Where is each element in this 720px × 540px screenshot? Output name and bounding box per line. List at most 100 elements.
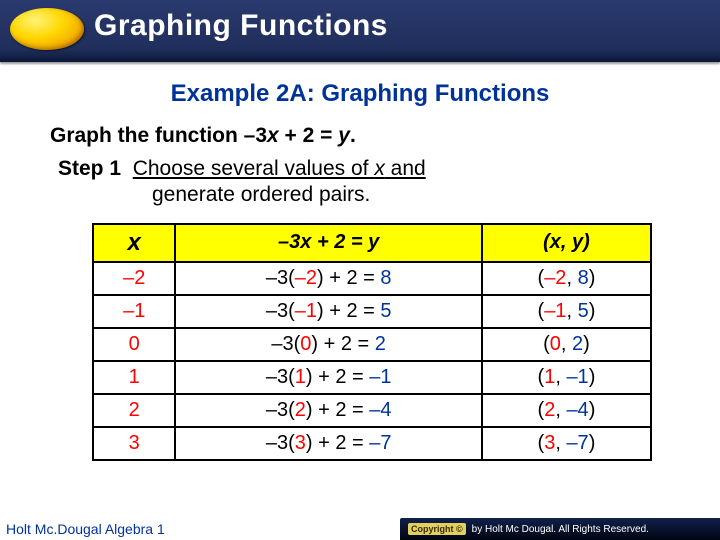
cr: 2 [375,333,386,355]
cell-calc: –3(–2) + 2 = 8 [175,262,481,295]
cr: 5 [380,300,391,322]
cv: 3 [295,432,306,454]
cp: –3( [266,366,295,388]
pb: ) [583,333,590,355]
cell-pair: (1, –1) [482,361,651,394]
example-title: Example 2A: Graphing Functions [42,80,678,108]
pb: ) [589,399,596,421]
cell-pair: (–2, 8) [482,262,651,295]
pc: , [555,399,566,421]
table-row: 1 –3(1) + 2 = –1 (1, –1) [93,361,651,394]
step-1-line: Step 1 Choose several values of x and ge… [58,156,678,209]
cell-x: 1 [93,361,175,394]
th-x: x [93,224,175,262]
cs: ) + 2 = [317,267,380,289]
cp: –3( [266,432,295,454]
th-p-a: ( [543,231,550,253]
th-eq-b: + 2 = [311,231,368,253]
cp: –3( [271,333,300,355]
cell-calc: –3(–1) + 2 = 5 [175,295,481,328]
step-ud1: Choose several values of [133,157,375,180]
pa: ( [543,333,550,355]
th-eq-x: x [300,231,311,253]
graph-y: y [338,124,350,147]
graph-period: . [350,124,356,147]
px: –2 [544,267,566,289]
th-pair: (x, y) [482,224,651,262]
px: 1 [544,366,555,388]
step-line2: generate ordered pairs. [152,182,678,208]
graph-neg: –3 [244,124,267,147]
footer-right: Copyright © by Holt Mc Dougal. All Right… [400,518,720,540]
pc: , [555,366,566,388]
step-label: Step 1 [58,157,121,180]
px: 0 [550,333,561,355]
cs: ) + 2 = [317,300,380,322]
cell-pair: (–1, 5) [482,295,651,328]
th-p-x: x [550,231,561,253]
py: –7 [566,432,588,454]
cell-calc: –3(3) + 2 = –7 [175,427,481,460]
th-p-b: ) [583,231,590,253]
px: –1 [544,300,566,322]
table-body: –2 –3(–2) + 2 = 8 (–2, 8) –1 –3(–1) + 2 … [93,262,651,460]
pc: , [566,300,577,322]
cs: ) + 2 = [306,366,369,388]
th-p-y: y [572,231,583,253]
cell-pair: (3, –7) [482,427,651,460]
table-header-row: x –3x + 2 = y (x, y) [93,224,651,262]
th-eq-y: y [368,231,379,253]
py: –4 [566,399,588,421]
pc: , [566,267,577,289]
cell-x: 0 [93,328,175,361]
slide-content: Example 2A: Graphing Functions Graph the… [0,62,720,461]
th-p-c: , [561,231,572,253]
graph-instruction: Graph the function –3x + 2 = y. [50,124,678,148]
cv: 1 [295,366,306,388]
slide-header: Graphing Functions [0,0,720,62]
footer-right-text: by Holt Mc Dougal. All Rights Reserved. [472,524,649,535]
cp: –3( [266,267,295,289]
table-row: 2 –3(2) + 2 = –4 (2, –4) [93,394,651,427]
cr: –4 [369,399,391,421]
footer-left: Holt Mc.Dougal Algebra 1 [6,521,165,537]
graph-x: x [267,124,279,147]
cv: –1 [295,300,317,322]
cell-calc: –3(1) + 2 = –1 [175,361,481,394]
cell-pair: (0, 2) [482,328,651,361]
cs: ) + 2 = [306,399,369,421]
table-row: 0 –3(0) + 2 = 2 (0, 2) [93,328,651,361]
cr: –7 [369,432,391,454]
py: –1 [566,366,588,388]
cp: –3( [266,300,295,322]
cell-x: –1 [93,295,175,328]
cs: ) + 2 = [311,333,374,355]
copyright-badge: Copyright © [408,523,466,535]
pb: ) [589,432,596,454]
cell-calc: –3(2) + 2 = –4 [175,394,481,427]
lesson-oval-icon [10,8,84,50]
cell-x: 3 [93,427,175,460]
pb: ) [589,300,596,322]
px: 3 [544,432,555,454]
step-ud2: and [385,157,426,180]
py: 8 [578,267,589,289]
th-eq-a: –3 [278,231,300,253]
pc: , [561,333,572,355]
table-row: –2 –3(–2) + 2 = 8 (–2, 8) [93,262,651,295]
py: 5 [578,300,589,322]
cr: –1 [369,366,391,388]
graph-plus: + 2 = [279,124,339,147]
step-x: x [374,157,385,180]
cell-x: –2 [93,262,175,295]
py: 2 [572,333,583,355]
cv: 2 [295,399,306,421]
cell-calc: –3(0) + 2 = 2 [175,328,481,361]
function-table: x –3x + 2 = y (x, y) –2 –3(–2) + 2 = 8 (… [92,223,652,461]
cv: –2 [295,267,317,289]
th-equation: –3x + 2 = y [175,224,481,262]
cs: ) + 2 = [306,432,369,454]
table-row: 3 –3(3) + 2 = –7 (3, –7) [93,427,651,460]
cell-x: 2 [93,394,175,427]
px: 2 [544,399,555,421]
